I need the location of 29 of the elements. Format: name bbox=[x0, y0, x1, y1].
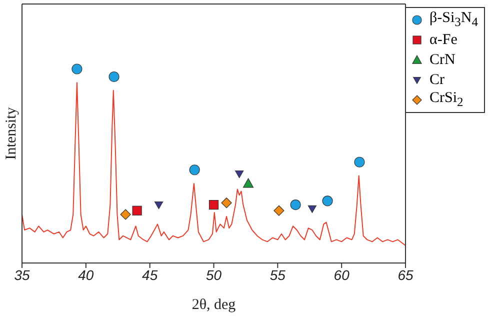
x-tick-label: 60 bbox=[334, 266, 350, 283]
point bbox=[322, 196, 333, 206]
point bbox=[208, 200, 219, 210]
point bbox=[274, 205, 284, 216]
legend-label: CrSi$_{2}$ bbox=[430, 90, 464, 110]
legend-label: β-Si$_{3}$N$_{4}$ bbox=[430, 10, 478, 30]
point bbox=[242, 178, 254, 188]
x-tick-label: 35 bbox=[14, 266, 30, 283]
legend-label: CrN bbox=[430, 52, 456, 68]
point bbox=[221, 198, 232, 208]
point bbox=[354, 156, 365, 168]
point bbox=[108, 71, 120, 82]
x-tick-label: 55 bbox=[270, 266, 286, 283]
x-tick-label: 50 bbox=[206, 266, 222, 283]
point bbox=[120, 209, 131, 220]
point bbox=[235, 170, 244, 178]
point bbox=[290, 200, 301, 210]
y-axis-title: Intensity bbox=[3, 106, 20, 160]
point bbox=[132, 206, 142, 216]
x-axis-title: 2θ, deg bbox=[192, 297, 236, 313]
legend-label: Cr bbox=[430, 72, 445, 88]
point bbox=[308, 205, 316, 213]
x-tick-label: 40 bbox=[78, 266, 94, 283]
x-tick-label: 45 bbox=[142, 266, 158, 283]
point bbox=[72, 64, 82, 74]
point bbox=[154, 202, 164, 210]
legend-label: α-Fe bbox=[430, 32, 458, 48]
point bbox=[189, 164, 200, 176]
x-tick-label: 65 bbox=[398, 266, 414, 283]
